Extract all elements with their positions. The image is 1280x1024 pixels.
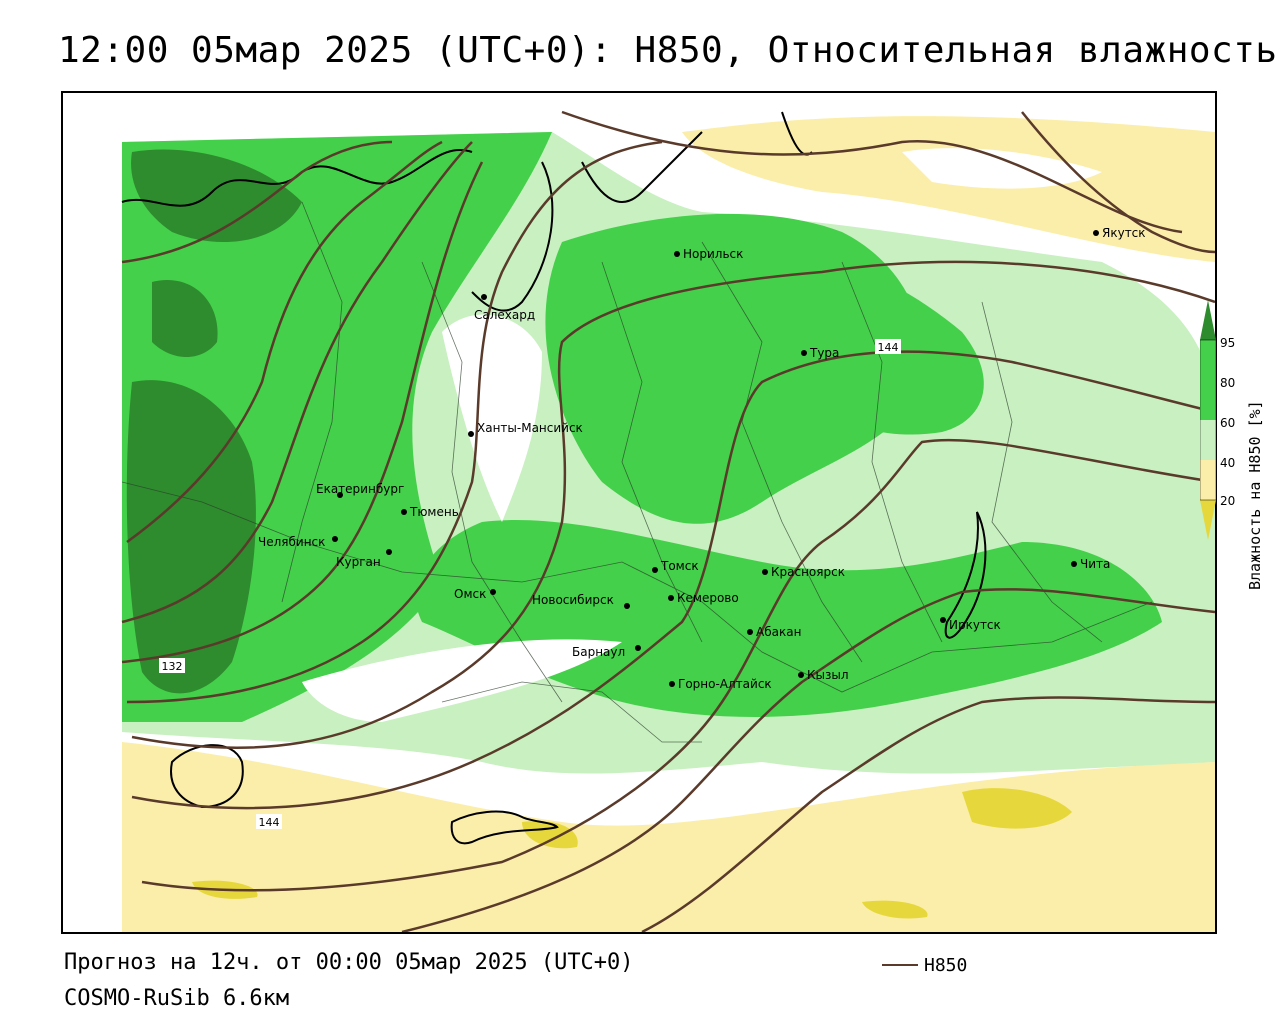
h850-contours: [121, 110, 1215, 932]
city-label: Горно-Алтайск: [678, 677, 772, 691]
cities-layer: Салехард Норильск Якутск Тура Ханты-Мансийск…: [258, 226, 1146, 691]
city-label: Челябинск: [258, 535, 325, 549]
colorbar-tick-20: 20: [1220, 494, 1236, 508]
city-marker[interactable]: [635, 645, 641, 651]
city-marker[interactable]: [481, 294, 487, 300]
isoline-label: 144: [878, 341, 899, 354]
city-marker[interactable]: [1071, 561, 1077, 567]
legend-line-swatch: [882, 964, 918, 966]
colorbar-tick-95: 95: [1220, 336, 1236, 350]
colorbar-tick-80: 80: [1220, 376, 1236, 390]
city-label: Чита: [1080, 557, 1110, 571]
isoline-label-box: [875, 339, 901, 354]
humidity-colorbar: [1200, 300, 1216, 540]
legend-label: H850: [924, 954, 968, 976]
colorbar-band-95: [1200, 340, 1216, 380]
isoline-label: 144: [259, 816, 280, 829]
city-label: Кызыл: [807, 668, 849, 682]
isoline-label-box: [159, 658, 185, 673]
city-label: Абакан: [756, 625, 801, 639]
city-label: Новосибирск: [532, 593, 614, 607]
city-label: Салехард: [474, 308, 535, 322]
city-marker[interactable]: [468, 431, 474, 437]
city-label: Курган: [336, 555, 381, 569]
city-label: Екатеринбург: [316, 482, 404, 496]
city-label: Якутск: [1102, 226, 1146, 240]
city-marker[interactable]: [762, 569, 768, 575]
city-marker[interactable]: [669, 681, 675, 687]
legend: H850: [882, 954, 967, 976]
city-label: Иркутск: [949, 618, 1001, 632]
isoline-label-box: [256, 814, 282, 829]
city-marker[interactable]: [674, 251, 680, 257]
city-marker[interactable]: [332, 536, 338, 542]
city-label: Тюмень: [409, 505, 459, 519]
colorbar-top-triangle: [1200, 300, 1216, 340]
city-marker[interactable]: [801, 350, 807, 356]
city-marker[interactable]: [1093, 230, 1099, 236]
colorbar-tick-40: 40: [1220, 456, 1236, 470]
humidity-fields: [63, 93, 1215, 932]
humidity-map[interactable]: 132 144 144 Салехард Норильск Якутск Тура Хант…: [63, 93, 1215, 932]
city-label: Томск: [660, 559, 699, 573]
city-label: Ханты-Мансийск: [477, 421, 583, 435]
map-title: 12:00 05мар 2025 (UTC+0): H850, Относите…: [58, 30, 1278, 71]
colorbar-band-80: [1200, 380, 1216, 420]
model-name: COSMO-RuSib 6.6км: [64, 986, 290, 1011]
region-borders: [121, 201, 1153, 743]
forecast-info: Прогноз на 12ч. от 00:00 05мар 2025 (UTC…: [64, 950, 634, 975]
city-label: Норильск: [683, 247, 743, 261]
colorbar-band-40: [1200, 460, 1216, 500]
city-marker[interactable]: [668, 595, 674, 601]
city-marker[interactable]: [798, 672, 804, 678]
colorbar-band-60: [1200, 420, 1216, 460]
colorbar-bottom-triangle: [1200, 500, 1216, 540]
city-marker[interactable]: [401, 509, 407, 515]
city-marker[interactable]: [747, 629, 753, 635]
map-panel[interactable]: 132 144 144 Салехард Норильск Якутск Тура Хант…: [61, 91, 1217, 934]
city-marker[interactable]: [386, 549, 392, 555]
city-marker[interactable]: [624, 603, 630, 609]
city-marker[interactable]: [337, 492, 343, 498]
city-label: Тура: [809, 346, 839, 360]
isoline-labels: 132 144 144: [159, 339, 901, 829]
colorbar-tick-60: 60: [1220, 416, 1236, 430]
city-label: Кемерово: [677, 591, 739, 605]
city-label: Омск: [454, 587, 486, 601]
city-marker[interactable]: [652, 567, 658, 573]
city-marker[interactable]: [940, 617, 946, 623]
city-marker[interactable]: [490, 589, 496, 595]
colorbar-title: Влажность на H850 [%]: [1246, 400, 1264, 590]
city-label: Барнаул: [572, 645, 625, 659]
isoline-label: 132: [162, 660, 183, 673]
city-label: Красноярск: [771, 565, 845, 579]
